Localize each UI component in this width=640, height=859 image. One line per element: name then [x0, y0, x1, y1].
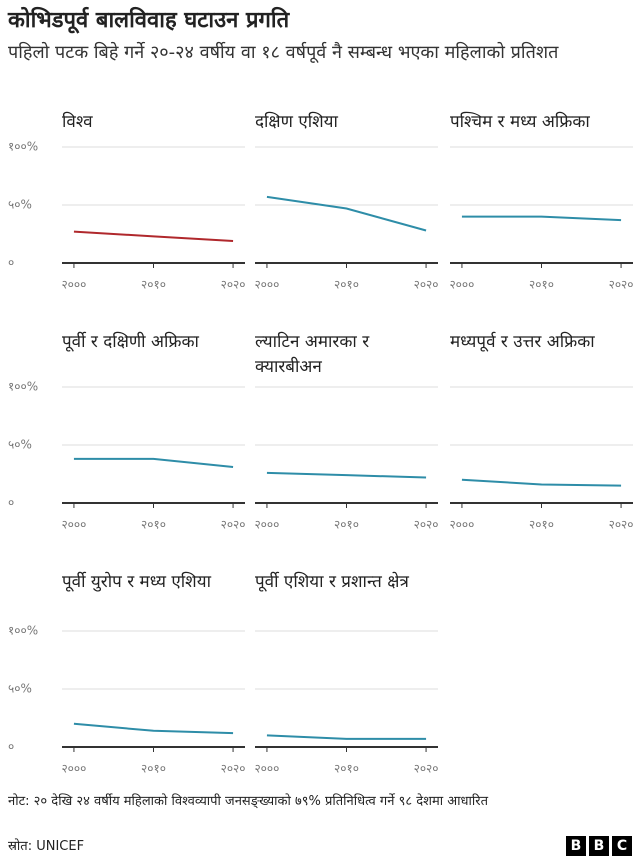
chart: ० ५०% १००% २००० २०१० २०२० २००० २०१० २०२० २००० २०१०…	[8, 140, 634, 776]
logo-letter: B	[566, 836, 586, 856]
x-tick-label: २०००	[61, 762, 86, 776]
x-tick-label: २०१०	[141, 518, 166, 532]
y-tick-label: ०	[8, 256, 14, 270]
y-tick-label: ५०%	[8, 198, 32, 212]
line	[461, 215, 622, 222]
x-tick-label: २०२०	[609, 518, 634, 532]
panel-title: पूर्वी युरोप र मध्य एशिया	[62, 572, 211, 592]
x-tick-label: २०१०	[141, 278, 166, 292]
x-tick-label: २०१०	[529, 278, 554, 292]
y-tick-label: ५०%	[8, 682, 32, 696]
logo-letter: C	[612, 836, 632, 856]
x-tick-label: २०००	[254, 762, 279, 776]
x-tick-label: २०००	[449, 278, 474, 292]
x-tick-label: २०००	[449, 518, 474, 532]
x-tick-label: २०२०	[609, 278, 634, 292]
panel-title: दक्षिण एशिया	[255, 112, 338, 132]
line	[266, 195, 427, 232]
panel-title: पूर्वी र दक्षिणी अफ्रिका	[62, 332, 199, 352]
line	[73, 230, 234, 242]
panel-title: पूर्वी एशिया र प्रशान्त क्षेत्र	[255, 572, 409, 592]
x-tick-label: २०१०	[529, 518, 554, 532]
x-tick-label: २०२०	[221, 278, 246, 292]
x-tick-label: २०००	[254, 518, 279, 532]
panel-title: विश्व	[62, 112, 93, 132]
note: नोट: २० देखि २४ वर्षीय महिलाको विश्वव्या…	[8, 794, 488, 809]
title: कोभिडपूर्व बालविवाह घटाउन प्रगति	[8, 8, 290, 33]
logo: B B C	[566, 836, 632, 856]
x-tick-label: २०१०	[334, 518, 359, 532]
line	[73, 457, 234, 469]
y-tick-label: १००%	[8, 140, 38, 154]
panel-title: मध्यपूर्व र उत्तर अफ्रिका	[450, 332, 595, 352]
line	[266, 471, 427, 479]
x-tick-label: २०१०	[334, 278, 359, 292]
x-tick-label: २०२०	[414, 518, 439, 532]
y-tick-label: १००%	[8, 380, 38, 394]
y-tick-label: ०	[8, 740, 14, 754]
y-tick-label: ५०%	[8, 438, 32, 452]
y-tick-label: १००%	[8, 624, 38, 638]
line	[73, 722, 234, 735]
x-tick-label: २०१०	[334, 762, 359, 776]
x-tick-label: २०२०	[221, 518, 246, 532]
source: स्रोत: UNICEF	[8, 839, 85, 854]
panel-title: पश्चिम र मध्य अफ्रिका	[450, 112, 590, 132]
y-tick-label: ०	[8, 496, 14, 510]
x-tick-label: २०१०	[141, 762, 166, 776]
x-tick-label: २०२०	[221, 762, 246, 776]
x-tick-label: २०२०	[414, 762, 439, 776]
subtitle: पहिलो पटक बिहे गर्ने २०-२४ वर्षीय वा १८ …	[8, 42, 559, 63]
x-tick-label: २०००	[61, 278, 86, 292]
line	[266, 734, 427, 740]
x-tick-label: २०००	[61, 518, 86, 532]
x-tick-label: २०२०	[414, 278, 439, 292]
logo-letter: B	[589, 836, 609, 856]
x-tick-label: २०००	[254, 278, 279, 292]
line	[461, 478, 622, 487]
panel-title: ल्याटिन अमारका र क्यारबीअन	[255, 332, 370, 377]
